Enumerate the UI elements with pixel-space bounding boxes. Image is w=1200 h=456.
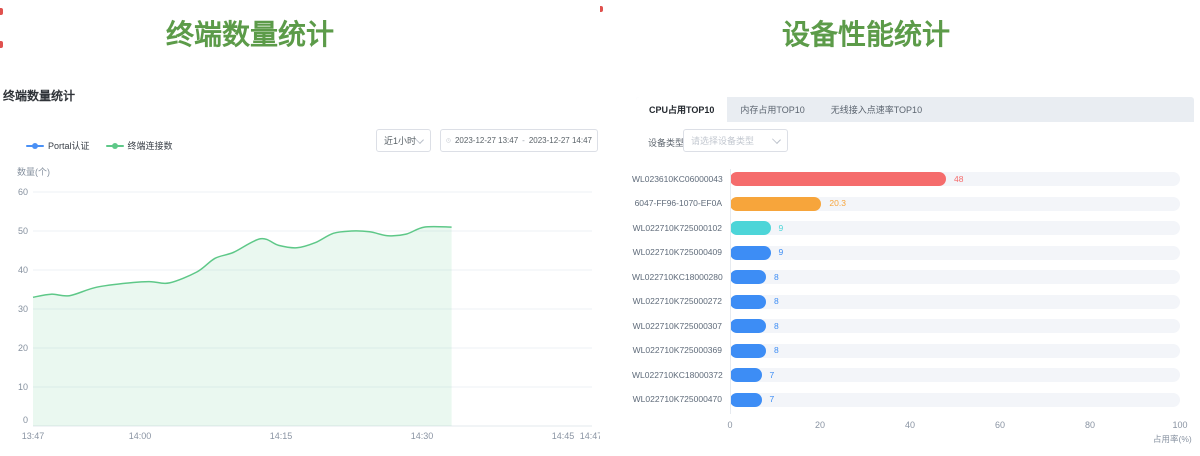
device-type-label: 设备类型	[648, 136, 684, 149]
terminal-count-line-chart: 0 10 20 30 40 50 60 13:47 14:00 14:15 14:30 14:45 14…	[0, 180, 600, 456]
device-type-placeholder: 请选择设备类型	[691, 134, 754, 147]
bar-track	[730, 197, 1180, 211]
svg-text:14:30: 14:30	[411, 431, 434, 441]
svg-text:14:00: 14:00	[129, 431, 152, 441]
date-separator: -	[522, 136, 525, 145]
bar-category-label: 6047-FF96-1070-EF0A	[632, 198, 722, 209]
bar	[730, 197, 821, 211]
legend-label: 终端连接数	[128, 139, 173, 152]
bar-value-label: 7	[770, 370, 775, 381]
chevron-down-icon	[772, 135, 781, 144]
bar-value-label: 48	[954, 174, 963, 185]
bar-chart-axis-line	[730, 169, 731, 414]
bar	[730, 246, 771, 260]
x-tick: 100	[1172, 420, 1187, 430]
bar-category-label: WL022710K725000409	[632, 247, 722, 258]
bar-track	[730, 319, 1180, 333]
bar-category-label: WL023610KC06000043	[632, 174, 722, 185]
bar-value-label: 9	[779, 247, 784, 258]
x-tick: 0	[727, 420, 732, 430]
x-tick: 20	[815, 420, 825, 430]
bar-category-label: WL022710K725000369	[632, 345, 722, 356]
bar-chart-x-axis-label: 占用率(%)	[1153, 433, 1192, 445]
x-tick: 80	[1085, 420, 1095, 430]
bar-track	[730, 295, 1180, 309]
bar-track	[730, 270, 1180, 284]
bar	[730, 368, 762, 382]
bar-category-label: WL022710K725000272	[632, 296, 722, 307]
device-type-select[interactable]: 请选择设备类型	[683, 129, 788, 152]
chevron-down-icon	[415, 135, 424, 144]
svg-text:13:47: 13:47	[22, 431, 45, 441]
legend-label: Portal认证	[48, 139, 90, 152]
edge-artifact-mark	[0, 8, 3, 15]
svg-text:10: 10	[18, 382, 28, 392]
time-range-value: 近1小时	[384, 134, 416, 147]
date-end: 2023-12-27 14:47	[529, 136, 592, 145]
left-section-title: 终端数量统计	[166, 13, 334, 53]
tab-item[interactable]: 内存占用TOP10	[727, 97, 817, 122]
svg-text:0: 0	[23, 415, 28, 425]
bar-category-label: WL022710KC18000280	[632, 272, 722, 283]
bar	[730, 270, 766, 284]
svg-text:20: 20	[18, 343, 28, 353]
legend-item[interactable]: Portal认证	[26, 139, 90, 152]
svg-text:50: 50	[18, 226, 28, 236]
edge-artifact-mark	[0, 41, 3, 48]
right-section-title: 设备性能统计	[782, 13, 950, 53]
chart-legend: Portal认证 终端连接数	[26, 139, 173, 152]
bar-category-label: WL022710K725000102	[632, 223, 722, 234]
edge-artifact-mark	[600, 6, 603, 12]
bar	[730, 221, 771, 235]
bar-category-label: WL022710K725000470	[632, 394, 722, 405]
bar-track	[730, 221, 1180, 235]
panel-title: 终端数量统计	[3, 87, 75, 104]
bar-category-label: WL022710K725000307	[632, 321, 722, 332]
chart-tabs: CPU占用TOP10内存占用TOP10无线接入点速率TOP10	[636, 97, 1194, 122]
bar	[730, 295, 766, 309]
bar-value-label: 8	[774, 272, 779, 283]
date-range-picker[interactable]: 2023-12-27 13:47 - 2023-12-27 14:47	[440, 129, 598, 152]
time-range-select[interactable]: 近1小时	[376, 129, 431, 152]
bar-value-label: 7	[770, 394, 775, 405]
dashboard: 终端数量统计 设备性能统计 终端数量统计 近1小时 2023-12-27 13:…	[0, 0, 1200, 456]
svg-text:14:15: 14:15	[270, 431, 293, 441]
bar	[730, 344, 766, 358]
clock-icon	[446, 135, 451, 146]
svg-text:60: 60	[18, 187, 28, 197]
date-start: 2023-12-27 13:47	[455, 136, 518, 145]
bar-track	[730, 393, 1180, 407]
tab-item[interactable]: 无线接入点速率TOP10	[818, 97, 935, 122]
bar	[730, 172, 946, 186]
svg-text:40: 40	[18, 265, 28, 275]
svg-text:14:47: 14:47	[580, 431, 600, 441]
tab-item[interactable]: CPU占用TOP10	[636, 97, 727, 122]
legend-marker-icon	[26, 143, 44, 149]
legend-item[interactable]: 终端连接数	[106, 139, 173, 152]
x-tick: 40	[905, 420, 915, 430]
bar	[730, 319, 766, 333]
bar-value-label: 8	[774, 296, 779, 307]
y-axis-label: 数量(个)	[17, 165, 50, 178]
svg-text:30: 30	[18, 304, 28, 314]
legend-marker-icon	[106, 143, 124, 149]
x-tick: 60	[995, 420, 1005, 430]
bar-value-label: 9	[779, 223, 784, 234]
bar-track	[730, 368, 1180, 382]
bar-value-label: 20.3	[829, 198, 846, 209]
bar-value-label: 8	[774, 321, 779, 332]
bar-track	[730, 246, 1180, 260]
bar	[730, 393, 762, 407]
bar-value-label: 8	[774, 345, 779, 356]
bar-category-label: WL022710KC18000372	[632, 370, 722, 381]
svg-text:14:45: 14:45	[552, 431, 575, 441]
bar-track	[730, 344, 1180, 358]
